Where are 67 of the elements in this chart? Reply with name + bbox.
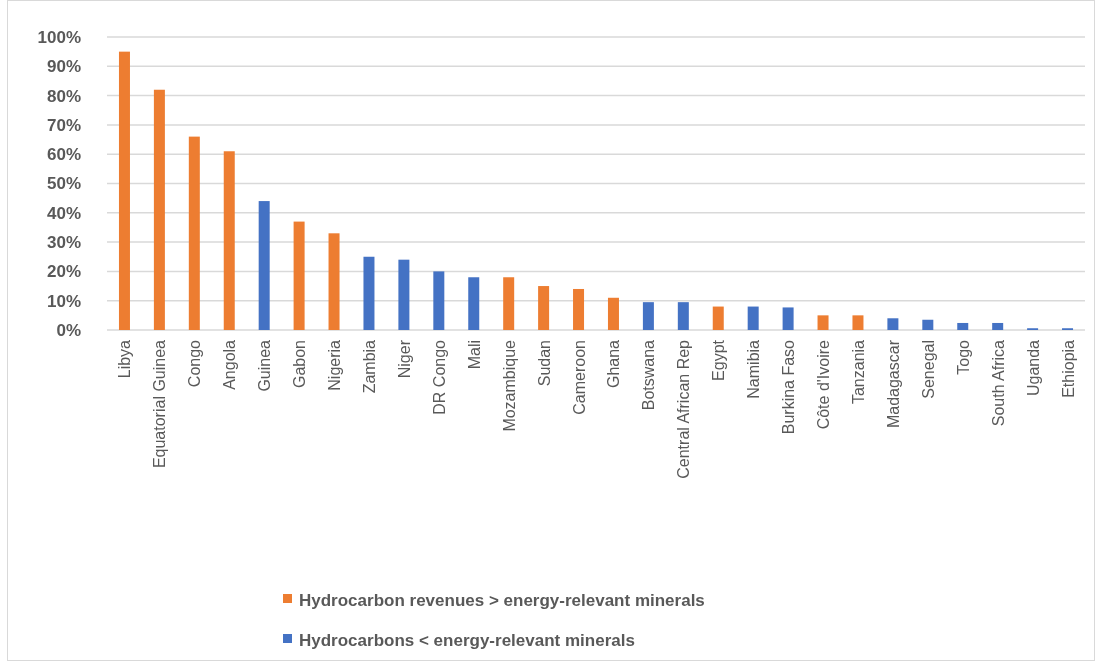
bar xyxy=(328,233,340,330)
bar xyxy=(573,288,585,330)
bar xyxy=(118,51,130,330)
x-tick-label: Angola xyxy=(221,339,239,390)
bar xyxy=(258,201,270,330)
x-tick-label: Madagascar xyxy=(884,339,902,429)
x-tick-label: Senegal xyxy=(919,340,937,399)
x-tick-label: DR Congo xyxy=(430,339,448,415)
bar xyxy=(747,306,759,330)
x-tick-label: Burkina Faso xyxy=(780,339,798,435)
y-tick-label: 60% xyxy=(46,145,81,165)
y-tick-label: 10% xyxy=(46,291,81,311)
bar xyxy=(188,136,200,330)
bar xyxy=(363,256,375,330)
x-tick-label: Mali xyxy=(465,340,483,370)
y-tick-label: 20% xyxy=(46,262,81,282)
bar xyxy=(817,315,829,330)
bar xyxy=(852,315,864,330)
x-tick-label: Sudan xyxy=(535,340,553,387)
bar xyxy=(293,221,305,330)
x-tick-label: Botswana xyxy=(640,339,658,411)
bar xyxy=(607,297,619,330)
x-tick-label: Cameroon xyxy=(570,340,588,415)
x-tick-label: Namibia xyxy=(745,339,763,399)
y-tick-label: 80% xyxy=(46,86,81,106)
x-tick-label: Ethiopia xyxy=(1059,339,1077,398)
x-tick-label: Congo xyxy=(186,339,204,388)
x-tick-label: Tanzania xyxy=(849,339,867,405)
bar xyxy=(887,318,899,330)
x-tick-label: Central African Rep xyxy=(675,339,693,479)
x-tick-label: Zambia xyxy=(360,339,378,394)
bar xyxy=(398,259,410,330)
bar xyxy=(922,319,934,330)
bar xyxy=(642,302,654,330)
bar xyxy=(433,271,445,330)
bar xyxy=(538,286,550,330)
bar xyxy=(153,89,165,330)
bar xyxy=(782,307,794,330)
x-tick-label: Libya xyxy=(116,339,134,379)
x-tick-label: Togo xyxy=(954,339,972,375)
y-tick-label: 100% xyxy=(37,27,81,47)
y-tick-label: 90% xyxy=(46,57,81,77)
x-tick-label: Equatorial Guinea xyxy=(151,339,169,469)
x-tick-label: Ghana xyxy=(605,339,623,389)
x-tick-label: Nigeria xyxy=(326,339,344,391)
x-tick-label: Gabon xyxy=(291,340,309,389)
y-tick-label: 0% xyxy=(56,320,81,340)
x-tick-label: Egypt xyxy=(710,339,728,381)
x-tick-label: Mozambique xyxy=(500,339,518,432)
legend-label: Hydrocarbons < energy-relevant minerals xyxy=(299,630,635,650)
bar xyxy=(957,322,969,330)
x-tick-label: Côte d'Ivoire xyxy=(815,339,833,430)
bar xyxy=(677,302,689,330)
y-tick-label: 70% xyxy=(46,115,81,135)
x-tick-label: Guinea xyxy=(256,339,274,392)
y-tick-label: 40% xyxy=(46,203,81,223)
legend-label: Hydrocarbon revenues > energy-relevant minerals xyxy=(299,590,705,610)
bar xyxy=(468,277,480,330)
bar xyxy=(712,306,724,330)
bar xyxy=(503,277,515,330)
x-tick-label: South Africa xyxy=(989,339,1007,427)
x-tick-label: Niger xyxy=(395,339,413,379)
bar xyxy=(992,322,1004,330)
y-tick-label: 30% xyxy=(46,233,81,253)
x-tick-label: Uganda xyxy=(1024,339,1042,397)
y-tick-label: 50% xyxy=(46,174,81,194)
bar xyxy=(223,151,235,330)
